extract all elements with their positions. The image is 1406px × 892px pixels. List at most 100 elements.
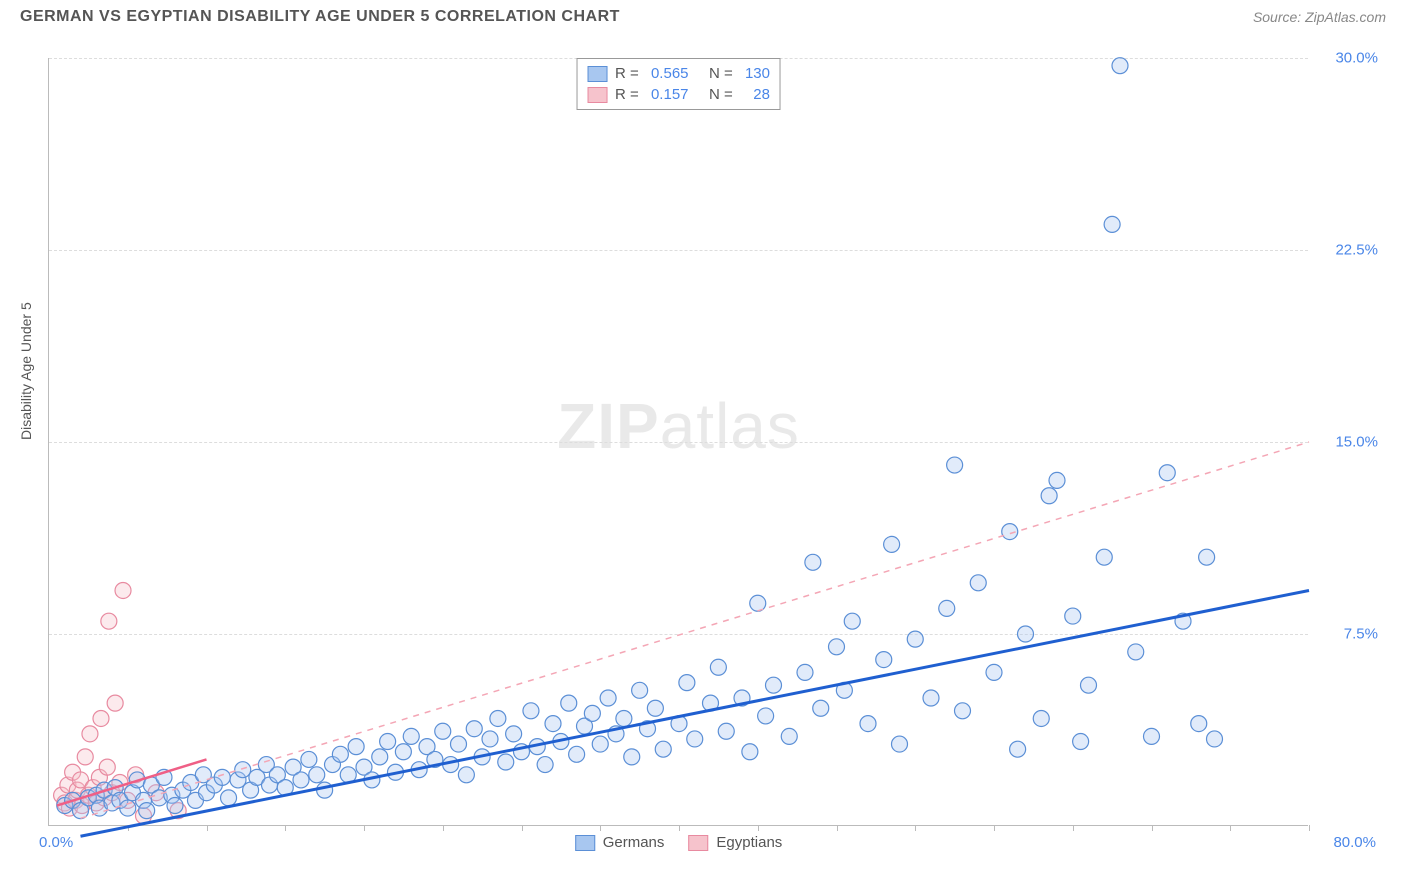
stats-row-egyptians: R = 0.157 N = 28 xyxy=(587,84,770,105)
germans-point xyxy=(1144,728,1160,744)
germans-point xyxy=(1199,549,1215,565)
x-tick xyxy=(1309,825,1310,831)
x-tick xyxy=(1152,825,1153,831)
germans-point xyxy=(293,772,309,788)
germans-point xyxy=(1018,626,1034,642)
germans-point xyxy=(766,677,782,693)
germans-point xyxy=(545,716,561,732)
germans-point xyxy=(805,554,821,570)
germans-point xyxy=(687,731,703,747)
x-tick xyxy=(758,825,759,831)
stats-r-germans: 0.565 xyxy=(651,65,689,82)
germans-point xyxy=(600,690,616,706)
egyptians-point xyxy=(82,726,98,742)
germans-point xyxy=(569,746,585,762)
germans-point xyxy=(490,710,506,726)
germans-point xyxy=(624,749,640,765)
x-tick xyxy=(994,825,995,831)
germans-point xyxy=(892,736,908,752)
germans-point xyxy=(1104,216,1120,232)
germans-point xyxy=(750,595,766,611)
series-item-egyptians: Egyptians xyxy=(688,834,782,851)
series-swatch-egyptians xyxy=(688,835,708,851)
germans-point xyxy=(380,734,396,750)
germans-point xyxy=(466,721,482,737)
series-item-germans: Germans xyxy=(575,834,665,851)
germans-point xyxy=(1049,472,1065,488)
germans-point xyxy=(1041,488,1057,504)
germans-point xyxy=(797,664,813,680)
germans-point xyxy=(1207,731,1223,747)
stats-legend: R = 0.565 N = 130 R = 0.157 N = 28 xyxy=(576,58,781,110)
germans-point xyxy=(947,457,963,473)
germans-point xyxy=(403,728,419,744)
germans-point xyxy=(139,803,155,819)
stats-row-germans: R = 0.565 N = 130 xyxy=(587,63,770,84)
stats-swatch-germans xyxy=(587,66,607,82)
germans-point xyxy=(710,659,726,675)
germans-point xyxy=(1128,644,1144,660)
series-label-germans: Germans xyxy=(603,834,665,851)
stats-swatch-egyptians xyxy=(587,87,607,103)
germans-point xyxy=(167,798,183,814)
y-tick-label: 7.5% xyxy=(1318,626,1378,643)
egyptians-point xyxy=(77,749,93,765)
germans-point xyxy=(1159,465,1175,481)
germans-point xyxy=(1073,734,1089,750)
series-label-egyptians: Egyptians xyxy=(716,834,782,851)
germans-point xyxy=(348,739,364,755)
x-tick xyxy=(522,825,523,831)
trend-dash-egyptians xyxy=(81,442,1310,818)
germans-point xyxy=(506,726,522,742)
germans-point xyxy=(332,746,348,762)
x-tick xyxy=(679,825,680,831)
germans-point xyxy=(923,690,939,706)
germans-point xyxy=(372,749,388,765)
germans-point xyxy=(939,600,955,616)
germans-point xyxy=(1081,677,1097,693)
y-tick-label: 30.0% xyxy=(1318,50,1378,67)
x-tick xyxy=(443,825,444,831)
germans-point xyxy=(301,751,317,767)
x-tick xyxy=(1073,825,1074,831)
germans-point xyxy=(1191,716,1207,732)
chart-title: GERMAN VS EGYPTIAN DISABILITY AGE UNDER … xyxy=(20,8,620,26)
x-tick xyxy=(915,825,916,831)
germans-point xyxy=(592,736,608,752)
y-tick-label: 22.5% xyxy=(1318,242,1378,259)
germans-point xyxy=(482,731,498,747)
germans-point xyxy=(1112,58,1128,74)
germans-point xyxy=(309,767,325,783)
germans-point xyxy=(451,736,467,752)
germans-point xyxy=(1010,741,1026,757)
germans-point xyxy=(860,716,876,732)
y-tick-label: 15.0% xyxy=(1318,434,1378,451)
germans-point xyxy=(679,675,695,691)
stats-r-egyptians: 0.157 xyxy=(651,86,689,103)
egyptians-point xyxy=(99,759,115,775)
germans-point xyxy=(884,536,900,552)
x-tick xyxy=(207,825,208,831)
x-tick xyxy=(600,825,601,831)
series-legend: Germans Egyptians xyxy=(575,834,783,851)
germans-point xyxy=(955,703,971,719)
germans-point xyxy=(829,639,845,655)
germans-point xyxy=(214,769,230,785)
germans-point xyxy=(970,575,986,591)
germans-point xyxy=(632,682,648,698)
germans-point xyxy=(1096,549,1112,565)
germans-point xyxy=(1033,710,1049,726)
germans-point xyxy=(844,613,860,629)
germans-point xyxy=(498,754,514,770)
germans-point xyxy=(458,767,474,783)
egyptians-point xyxy=(101,613,117,629)
x-max-label: 80.0% xyxy=(1333,834,1376,851)
chart-source: Source: ZipAtlas.com xyxy=(1253,9,1386,25)
germans-point xyxy=(742,744,758,760)
germans-point xyxy=(120,800,136,816)
germans-point xyxy=(537,757,553,773)
germans-point xyxy=(221,790,237,806)
germans-point xyxy=(647,700,663,716)
trend-solid-germans xyxy=(81,590,1310,836)
germans-point xyxy=(907,631,923,647)
